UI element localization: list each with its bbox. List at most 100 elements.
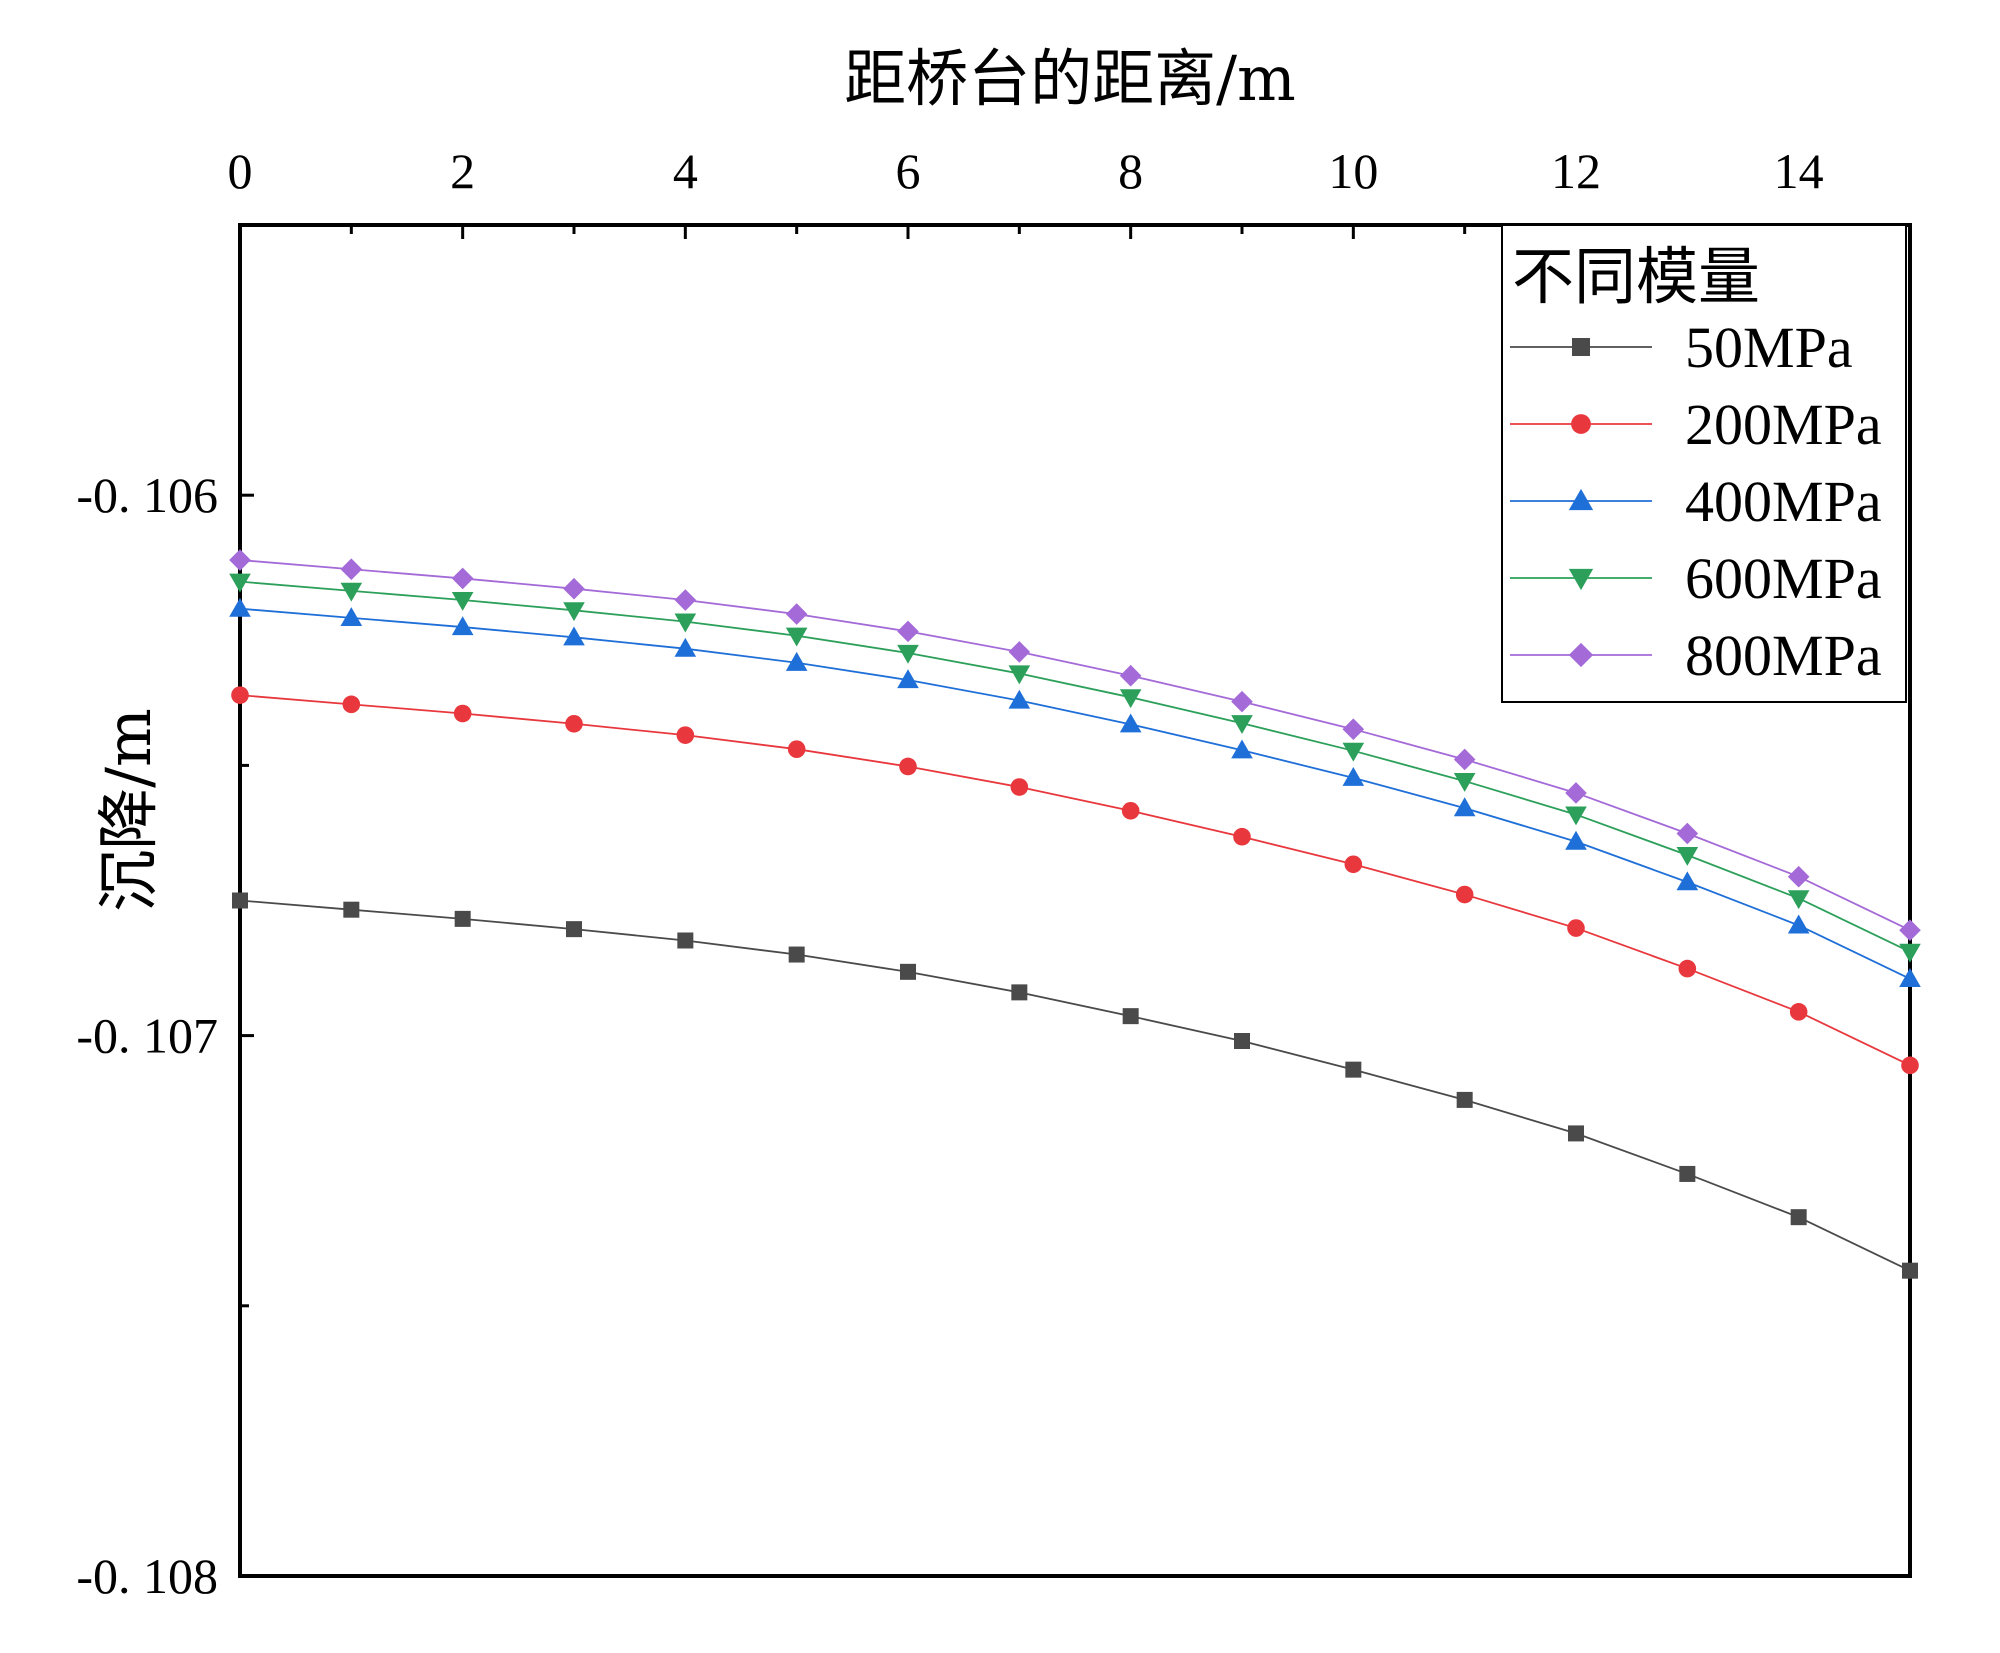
data-point: [1901, 1056, 1919, 1075]
data-point: [340, 607, 363, 626]
data-point: [1899, 968, 1921, 987]
x-tick-label: 0: [228, 143, 253, 199]
plot-area: 0 2 4 6 8 10 12 14 -0. 106 -0. 107 -0. 108 不同模量50MP…: [76, 143, 1921, 1604]
data-point: [1899, 943, 1921, 963]
legend-label: 50MPa: [1685, 315, 1853, 380]
series-line: [239, 580, 1911, 953]
data-point: [787, 740, 806, 758]
series-400MPa: [229, 597, 1921, 987]
legend-marker: [1571, 414, 1591, 434]
data-point: [1787, 890, 1810, 910]
data-point: [1453, 748, 1476, 771]
data-point: [1565, 806, 1587, 826]
data-point: [897, 669, 919, 689]
x-tick-label: 2: [450, 143, 475, 199]
data-point: [229, 597, 251, 617]
legend-title: 不同模量: [1512, 240, 1760, 313]
x-tick-label: 4: [673, 143, 698, 199]
data-point: [1231, 690, 1253, 713]
data-point: [1790, 1209, 1807, 1226]
data-point: [1676, 822, 1699, 845]
data-point: [1567, 919, 1585, 937]
data-point: [451, 616, 474, 636]
data-point: [1011, 984, 1028, 1001]
data-point: [566, 921, 582, 938]
data-point: [565, 714, 583, 733]
data-point: [1676, 847, 1699, 866]
y-tick-label: -0. 106: [76, 467, 218, 523]
data-point: [1121, 801, 1140, 820]
data-point: [1787, 865, 1810, 888]
data-point: [1231, 739, 1253, 759]
data-point: [232, 892, 248, 909]
data-point: [1122, 1008, 1139, 1025]
data-point: [1568, 1125, 1584, 1142]
x-tick-label: 14: [1774, 143, 1824, 199]
data-point: [677, 932, 694, 949]
data-point: [454, 910, 471, 927]
data-point: [1010, 778, 1029, 796]
data-point: [1678, 959, 1697, 978]
legend-box: [1501, 224, 1907, 703]
series-600MPa: [229, 573, 1921, 963]
x-tick-label: 6: [896, 143, 921, 199]
data-point: [1456, 1091, 1473, 1108]
data-point: [229, 549, 251, 571]
data-point: [1008, 689, 1031, 709]
data-point: [1565, 830, 1587, 850]
data-point: [451, 591, 474, 611]
legend-marker: [1572, 338, 1590, 356]
data-point: [1119, 664, 1142, 687]
data-point: [1008, 665, 1031, 685]
y-tick-label: -0. 107: [76, 1008, 218, 1064]
data-point: [1453, 772, 1476, 792]
data-point: [1455, 885, 1474, 904]
data-point: [340, 582, 363, 602]
data-point: [1679, 1165, 1696, 1182]
series-line: [239, 559, 1911, 932]
data-point: [674, 613, 697, 633]
data-point: [451, 567, 474, 590]
data-point: [1902, 1262, 1918, 1279]
data-point: [229, 573, 251, 593]
data-point: [342, 695, 361, 714]
legend-marker: [1568, 642, 1594, 668]
data-point: [899, 757, 917, 776]
legend-label: 200MPa: [1685, 392, 1882, 457]
y-axis-title: 沉降/m: [92, 708, 165, 912]
data-point: [1899, 919, 1921, 942]
data-point: [788, 946, 805, 963]
data-point: [231, 686, 249, 704]
data-point: [1345, 1061, 1362, 1078]
data-point: [1789, 1003, 1808, 1021]
data-point: [1676, 871, 1699, 891]
x-tick-label: 8: [1118, 143, 1143, 199]
data-point: [785, 603, 808, 625]
data-point: [563, 602, 585, 622]
data-point: [340, 558, 363, 581]
data-point: [1234, 1033, 1250, 1050]
data-point: [1119, 713, 1142, 733]
data-point: [1233, 827, 1251, 846]
series-800MPa: [229, 549, 1921, 942]
data-point: [1231, 715, 1253, 735]
data-point: [897, 620, 919, 643]
data-point: [900, 963, 916, 980]
legend-label: 600MPa: [1685, 546, 1882, 611]
data-point: [1342, 767, 1365, 786]
data-point: [1342, 742, 1365, 762]
legend-label: 400MPa: [1685, 469, 1882, 534]
data-point: [674, 637, 697, 657]
data-point: [343, 901, 360, 918]
series-50MPa: [232, 892, 1918, 1279]
data-point: [1119, 689, 1142, 709]
series-line: [239, 694, 1911, 1067]
series-line: [239, 607, 1911, 980]
y-tick-label: -0. 108: [76, 1548, 218, 1604]
data-point: [1453, 797, 1476, 817]
data-point: [785, 651, 808, 671]
x-axis-title: 距桥台的距离/m: [844, 42, 1296, 115]
series-200MPa: [231, 686, 1919, 1075]
